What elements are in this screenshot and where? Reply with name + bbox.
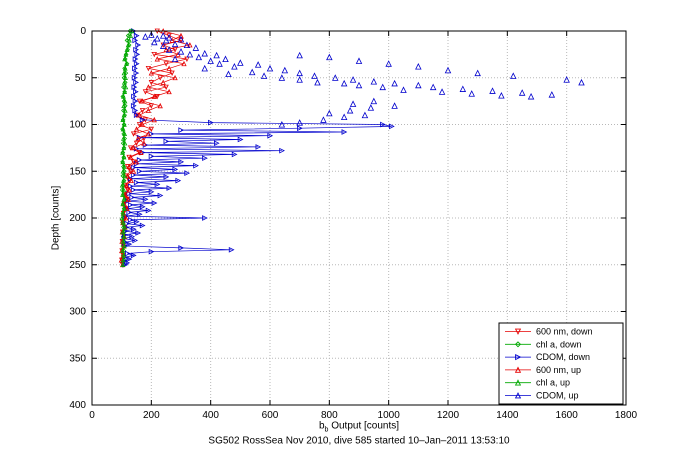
series-chl-a-up — [119, 28, 135, 267]
legend-marker-^-icon — [514, 379, 522, 386]
y-tick-label: 50 — [75, 73, 87, 84]
axes-box — [91, 30, 627, 406]
legend-marker->-icon — [515, 353, 522, 361]
y-tick-label: 200 — [69, 213, 86, 224]
x-tick-label: 1600 — [556, 410, 579, 421]
legend-label: CDOM, down — [536, 352, 590, 362]
legend-marker-^-icon — [514, 392, 522, 399]
x-tick-label: 1000 — [378, 410, 401, 421]
y-tick-label: 250 — [69, 260, 86, 271]
y-axis-label: Depth [counts] — [50, 185, 62, 251]
legend-label: 600 nm, up — [536, 365, 581, 375]
x-tick-label: 200 — [143, 410, 160, 421]
legend-label: chl a, down — [536, 339, 582, 349]
legend-label: 600 nm, down — [536, 327, 593, 337]
x-axis-label-pre: b — [318, 420, 325, 432]
legend-marker-^-icon — [514, 366, 522, 373]
y-tick-label: 400 — [69, 400, 86, 411]
x-tick-label: 1800 — [615, 410, 638, 421]
y-tick-label: 100 — [69, 120, 86, 131]
x-axis-label-post: Output [counts] — [328, 420, 400, 432]
legend-label: chl a, up — [536, 378, 570, 388]
legend: 600 nm, down chl a, down CDOM, down 600 nm,… — [498, 322, 624, 405]
tick-labels: 0 200 400 600 800 1000 1200 1400 1600 1800 0 50 100 1… — [69, 26, 637, 421]
x-tick-label: 1400 — [496, 410, 519, 421]
legend-marker-v-icon — [514, 328, 522, 335]
x-tick-label: 400 — [202, 410, 219, 421]
x-tick-label: 800 — [321, 410, 338, 421]
y-tick-label: 150 — [69, 166, 86, 177]
x-axis-label-sub: b — [324, 426, 329, 434]
figure-caption: SG502 RossSea Nov 2010, dive 585 started… — [208, 435, 510, 447]
legend-label: CDOM, up — [536, 391, 579, 401]
x-tick-label: 600 — [262, 410, 279, 421]
y-tick-label: 350 — [69, 353, 86, 364]
y-tick-label: 300 — [69, 307, 86, 318]
legend-marker-d-icon — [514, 341, 522, 348]
series-cdom-up — [142, 31, 585, 128]
y-tick-label: 0 — [80, 26, 86, 37]
x-tick-label: 1200 — [437, 410, 460, 421]
x-tick-label: 0 — [89, 410, 95, 421]
x-axis-label: bb Output [counts] — [319, 421, 399, 434]
